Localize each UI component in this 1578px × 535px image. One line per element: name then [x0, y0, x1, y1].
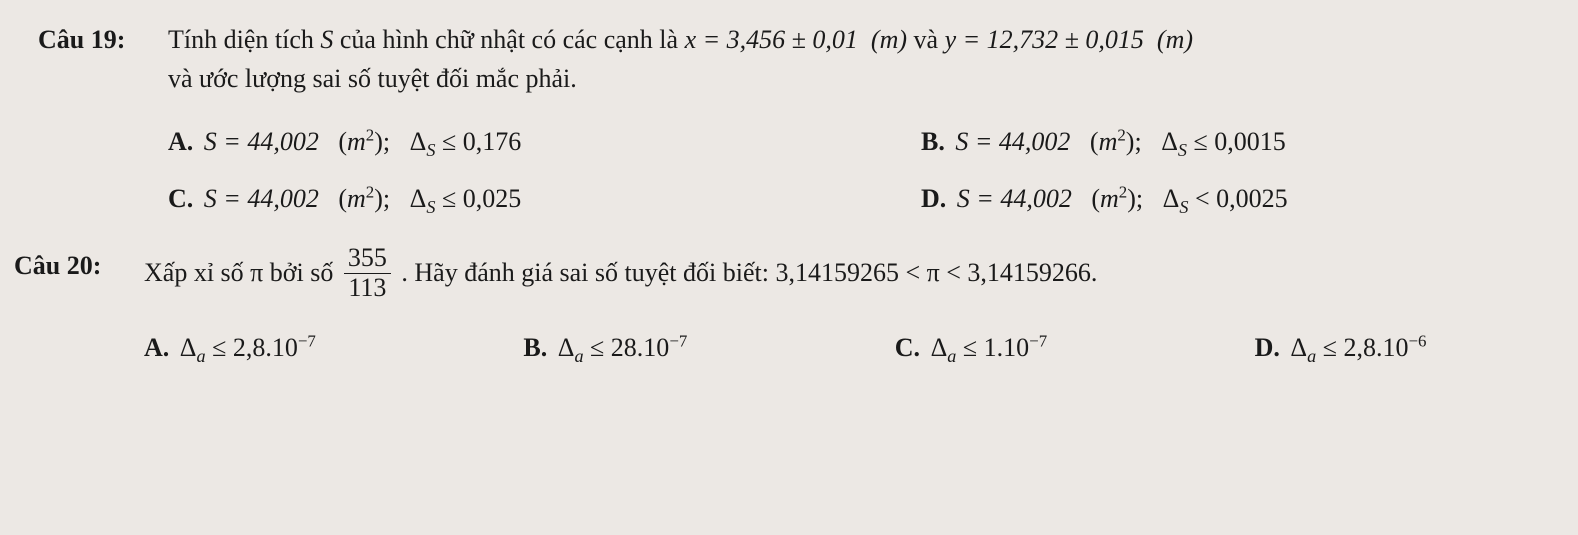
option-value: S = 44,002	[204, 127, 319, 156]
question-body: Tính diện tích S của hình chữ nhật có cá…	[168, 20, 1554, 218]
period: .	[1091, 258, 1098, 287]
delta: Δ	[1161, 127, 1178, 156]
fraction: 355 113	[344, 244, 391, 302]
relation: < 0,0025	[1188, 184, 1287, 213]
question-20: Câu 20: Xấp xỉ số π bởi số 355 113 . Hãy…	[10, 246, 1554, 367]
question-stem: Xấp xỉ số π bởi số 355 113 . Hãy đánh gi…	[144, 246, 1554, 304]
question-label: Câu 20:	[10, 246, 124, 285]
stem-text: . Hãy đánh giá sai số tuyệt đối biết:	[401, 258, 775, 287]
delta: Δ	[410, 184, 427, 213]
space	[1078, 184, 1085, 213]
options-grid: A. S = 44,002 (m2); ΔS ≤ 0,176 B. S = 44…	[168, 122, 1554, 218]
exp: −6	[1409, 332, 1427, 351]
delta: Δ	[558, 333, 575, 362]
relation: ≤ 28.10	[584, 333, 670, 362]
space	[397, 127, 404, 156]
unit-m: m	[347, 184, 366, 213]
question-label: Câu 19:	[10, 20, 148, 59]
option-letter: C.	[895, 333, 920, 362]
paren-close: );	[374, 184, 390, 213]
delta-sub: S	[1178, 140, 1187, 160]
relation: ≤ 1.10	[956, 333, 1029, 362]
option-d: D. S = 44,002 (m2); ΔS < 0,0025	[921, 179, 1554, 218]
exp: 2	[366, 182, 374, 201]
relation: ≤ 2,8.10	[1316, 333, 1408, 362]
paren-open: (	[338, 127, 347, 156]
exp: 2	[366, 125, 374, 144]
question-stem: Tính diện tích S của hình chữ nhật có cá…	[168, 20, 1554, 98]
delta-sub: a	[1307, 346, 1316, 366]
space	[1148, 127, 1155, 156]
delta: Δ	[410, 127, 427, 156]
stem-text: Tính diện tích	[168, 25, 320, 54]
exp: 2	[1117, 125, 1125, 144]
option-letter: C.	[168, 184, 193, 213]
option-b: B. Δa ≤ 28.10−7	[523, 328, 814, 367]
delta: Δ	[1290, 333, 1307, 362]
question-body: Xấp xỉ số π bởi số 355 113 . Hãy đánh gi…	[144, 246, 1554, 367]
stem-text: Xấp xỉ số π bởi số	[144, 258, 340, 287]
stem-line2: và ước lượng sai số tuyệt đối mắc phải.	[168, 64, 577, 93]
unit-m: m	[347, 127, 366, 156]
fraction-denominator: 113	[344, 274, 391, 303]
options-grid: A. Δa ≤ 2,8.10−7 B. Δa ≤ 28.10−7 C. Δa ≤…	[144, 328, 1554, 367]
space	[1150, 184, 1157, 213]
option-c: C. Δa ≤ 1.10−7	[895, 328, 1175, 367]
stem-text: và	[914, 25, 945, 54]
option-b: B. S = 44,002 (m2); ΔS ≤ 0,0015	[921, 122, 1554, 161]
exp: −7	[1029, 332, 1047, 351]
option-letter: D.	[1255, 333, 1280, 362]
option-a: A. S = 44,002 (m2); ΔS ≤ 0,176	[168, 122, 801, 161]
option-value: S = 44,002	[957, 184, 1072, 213]
unit-m: m	[1100, 184, 1119, 213]
option-d: D. Δa ≤ 2,8.10−6	[1255, 328, 1554, 367]
space	[325, 127, 332, 156]
relation: ≤ 0,176	[435, 127, 521, 156]
delta: Δ	[1163, 184, 1180, 213]
stem-text: của hình chữ nhật có các cạnh là	[333, 25, 684, 54]
option-a: A. Δa ≤ 2,8.10−7	[144, 328, 443, 367]
exp: −7	[298, 332, 316, 351]
delta: Δ	[180, 333, 197, 362]
option-letter: D.	[921, 184, 946, 213]
unit-m: (m)	[871, 25, 907, 54]
paren-close: );	[1126, 127, 1142, 156]
delta-sub: a	[574, 346, 583, 366]
option-value: S = 44,002	[204, 184, 319, 213]
question-19: Câu 19: Tính diện tích S của hình chữ nh…	[10, 20, 1554, 218]
unit-m: m	[1099, 127, 1118, 156]
delta: Δ	[931, 333, 948, 362]
question-row: Câu 19: Tính diện tích S của hình chữ nh…	[10, 20, 1554, 218]
relation: ≤ 0,025	[435, 184, 521, 213]
question-row: Câu 20: Xấp xỉ số π bởi số 355 113 . Hãy…	[10, 246, 1554, 367]
expr-y: y = 12,732 ± 0,015	[945, 25, 1144, 54]
option-c: C. S = 44,002 (m2); ΔS ≤ 0,025	[168, 179, 801, 218]
relation: ≤ 0,0015	[1187, 127, 1286, 156]
paren-open: (	[1091, 184, 1100, 213]
option-letter: B.	[523, 333, 547, 362]
space	[325, 184, 332, 213]
delta-sub: a	[197, 346, 206, 366]
exp: 2	[1119, 182, 1127, 201]
space	[397, 184, 404, 213]
exp: −7	[669, 332, 687, 351]
space	[1077, 127, 1084, 156]
option-letter: A.	[144, 333, 169, 362]
option-letter: A.	[168, 127, 193, 156]
paren-close: );	[1127, 184, 1143, 213]
relation: ≤ 2,8.10	[206, 333, 298, 362]
expr-x: x = 3,456 ± 0,01	[685, 25, 858, 54]
unit-m: (m)	[1157, 25, 1193, 54]
var-S: S	[320, 25, 333, 54]
paren-close: );	[374, 127, 390, 156]
option-letter: B.	[921, 127, 945, 156]
paren-open: (	[1090, 127, 1099, 156]
paren-open: (	[338, 184, 347, 213]
option-value: S = 44,002	[955, 127, 1070, 156]
fraction-numerator: 355	[344, 244, 391, 274]
inequality: 3,14159265 < π < 3,14159266	[775, 258, 1090, 287]
